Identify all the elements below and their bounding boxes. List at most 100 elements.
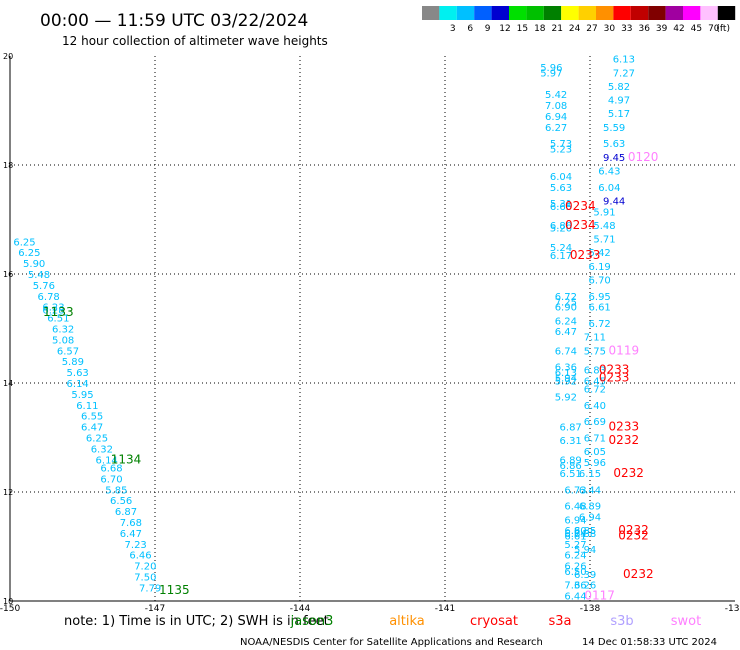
pass-time-label: 0233 (599, 362, 630, 376)
wave-height-point: 6.80 (550, 221, 572, 232)
chart-title: 00:00 — 11:59 UTC 03/22/2024 (40, 11, 308, 31)
wave-height-point: 6.23 (42, 303, 64, 314)
wave-height-point: 5.96 (540, 63, 562, 74)
wave-height-point: 5.92 (555, 393, 577, 404)
wave-height-point: 6.50 (564, 567, 586, 578)
wave-height-point: 6.25 (86, 434, 108, 445)
scale-label: 12 (499, 24, 510, 34)
pass-time-label: 0232 (618, 523, 649, 537)
scale-swatch (700, 6, 718, 20)
wave-height-point: 6.32 (91, 444, 113, 455)
wave-height-point: 6.04 (550, 172, 572, 183)
wave-height-point: 6.90 (555, 303, 577, 314)
wave-height-point: 5.73 (550, 139, 572, 150)
wave-height-point: 5.89 (62, 357, 84, 368)
y-tick-label: 14 (3, 379, 13, 388)
scale-label: 9 (485, 24, 491, 34)
wave-height-point: 6.80 (564, 526, 586, 537)
wave-height-point: 9.45 (603, 153, 625, 164)
scale-label: 15 (517, 24, 528, 34)
wave-height-point: 6.74 (555, 346, 577, 357)
wave-height-point: 6.15 (579, 469, 601, 480)
wave-height-point: 6.19 (589, 262, 611, 273)
wave-height-point: 6.70 (100, 474, 122, 485)
scale-label: 3 (450, 24, 456, 34)
scale-swatch (422, 6, 440, 20)
wave-height-point: 5.91 (593, 207, 615, 218)
scale-swatch (474, 6, 492, 20)
scale-label: 39 (656, 24, 668, 34)
wave-height-point: 5.31 (550, 199, 572, 210)
wave-height-point: 6.83 (584, 365, 606, 376)
wave-height-point: 6.24 (564, 551, 586, 562)
footer-timestamp: 14 Dec 01:58:33 UTC 2024 (582, 637, 717, 648)
wave-height-point: 6.13 (613, 55, 635, 66)
satellite-label: s3a (548, 614, 571, 629)
pass-time-labels: 1133113411350234023402330233023302330232… (43, 150, 658, 603)
satellite-label: jason3 (290, 614, 334, 629)
wave-height-values: 6.256.255.905.485.766.786.236.286.516.32… (13, 55, 635, 603)
x-tick-label: -144 (290, 604, 311, 614)
wave-height-point: 6.61 (564, 532, 586, 543)
scale-label: 45 (691, 24, 702, 34)
scale-label: 70 (708, 24, 720, 34)
pass-time-label: 0233 (599, 371, 630, 385)
pass-time-label: 0120 (628, 150, 659, 164)
wave-height-point: 6.94 (579, 513, 601, 524)
wave-height-point: 6.72 (589, 319, 611, 330)
pass-time-label: 0232 (613, 466, 644, 480)
wave-height-point: 6.68 (100, 463, 122, 474)
wave-height-point: 6.40 (584, 401, 606, 412)
wave-height-point: 6.11 (76, 401, 98, 412)
pass-time-label: 0233 (570, 248, 601, 262)
scale-swatch (665, 6, 683, 20)
scale-swatch (526, 6, 544, 20)
wave-height-point: 6.94 (564, 515, 586, 526)
pass-time-label: 0119 (609, 343, 640, 357)
wave-height-point: 6.47 (81, 423, 103, 434)
wave-height-point: 6.43 (598, 166, 620, 177)
y-tick-label: 10 (3, 597, 13, 606)
pass-time-label: 0232 (609, 433, 640, 447)
chart-subtitle: 12 hour collection of altimeter wave hei… (62, 34, 328, 48)
scale-label: 21 (551, 24, 562, 34)
scale-swatch (439, 6, 457, 20)
wave-height-point: 6.74 (564, 529, 586, 540)
wave-height-point: 7.20 (134, 562, 156, 573)
wave-height-point: 5.92 (555, 376, 577, 387)
wave-height-point: 6.86 (560, 461, 582, 472)
wave-height-point: 5.42 (589, 248, 611, 259)
wave-height-point: 7.11 (584, 333, 606, 344)
y-tick-label: 16 (3, 270, 13, 279)
wave-height-point: 6.89 (560, 455, 582, 466)
pass-time-label: 1135 (159, 583, 190, 597)
wave-height-point: 5.08 (52, 335, 74, 346)
wave-height-point: 5.63 (603, 139, 625, 150)
wave-height-point: 6.55 (81, 412, 103, 423)
wave-height-point: 6.31 (560, 436, 582, 447)
pass-time-label: 0234 (565, 199, 596, 213)
x-tick-label: -147 (145, 604, 165, 614)
pass-time-label: 1133 (43, 305, 74, 319)
scale-label: 6 (467, 24, 473, 34)
pass-time-label: 0232 (618, 529, 649, 543)
wave-height-point: 6.25 (13, 237, 35, 248)
wave-height-point: 6.28 (42, 305, 64, 316)
scale-label: 33 (621, 24, 632, 34)
scale-swatch (683, 6, 701, 20)
y-tick-labels: 10 12 14 16 18 20 (3, 52, 13, 606)
wave-height-point: 6.14 (96, 455, 118, 466)
wave-height-point: 6.70 (589, 275, 611, 286)
wave-height-point: 5.71 (593, 235, 615, 246)
wave-height-point: 6.95 (589, 292, 611, 303)
wave-height-point: 6.38 (574, 529, 596, 540)
wave-height-point: 5.90 (23, 259, 45, 270)
wave-height-point: 5.82 (608, 82, 630, 93)
wave-height-point: 5.85 (105, 485, 127, 496)
wave-height-point: 6.73 (564, 485, 586, 496)
wave-height-point: 7.79 (139, 583, 161, 594)
wave-height-point: 5.63 (67, 368, 89, 379)
gridlines (10, 56, 735, 601)
scale-swatch (596, 6, 614, 20)
x-tick-label: -141 (435, 604, 455, 614)
